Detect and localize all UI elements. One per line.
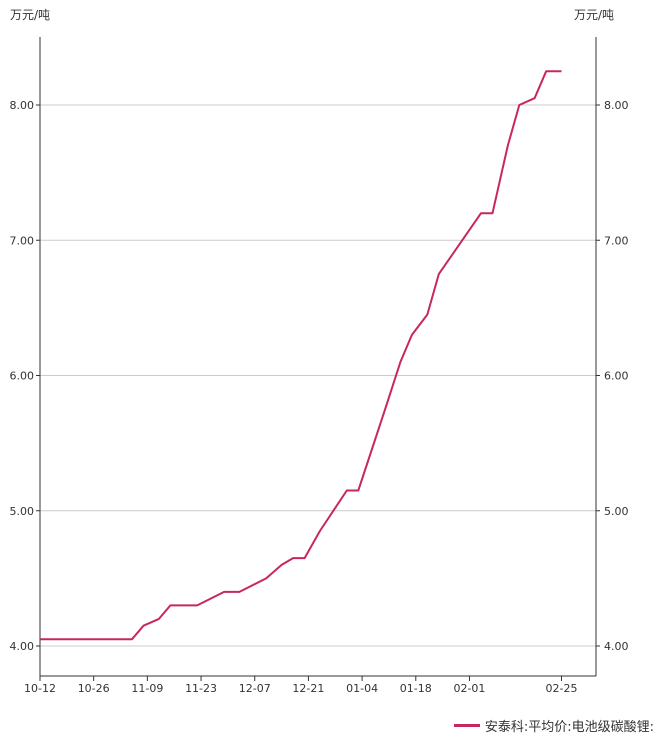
- legend-label: 安泰科:平均价:电池级碳酸锂:: [484, 720, 654, 735]
- x-tick-label: 01-18: [400, 682, 432, 695]
- x-tick-label: 11-09: [131, 682, 163, 695]
- gridlines: [40, 104, 596, 647]
- y-tick-label-right: 5.00: [604, 505, 629, 518]
- y-tick-label-right: 8.00: [604, 99, 629, 112]
- y-tick-label-left: 5.00: [10, 505, 35, 518]
- y-tick-label-left: 8.00: [10, 99, 35, 112]
- y-tick-label-right: 4.00: [604, 640, 629, 653]
- series-line: [40, 70, 562, 641]
- x-tick-label: 10-26: [78, 682, 110, 695]
- x-tick-label: 02-25: [546, 682, 578, 695]
- right-y-unit: 万元/吨: [574, 8, 614, 22]
- x-tick-label: 01-04: [346, 682, 378, 695]
- x-tick-label: 10-12: [24, 682, 56, 695]
- x-tick-label: 02-01: [453, 682, 485, 695]
- y-tick-label-right: 7.00: [604, 234, 629, 247]
- y-tick-label-left: 4.00: [10, 640, 35, 653]
- series-layer: [40, 70, 562, 641]
- y-tick-label-left: 7.00: [10, 234, 35, 247]
- legend-swatch: [453, 724, 480, 727]
- y-tick-label-right: 6.00: [604, 370, 629, 383]
- y-tick-label-left: 6.00: [10, 370, 35, 383]
- x-tick-label: 12-21: [292, 682, 324, 695]
- axis-ticks: 4.00 4.00 5.00 5.00 6.00 6.00 7.00 7.00 8.00 8.00…: [10, 99, 629, 695]
- legend: 安泰科:平均价:电池级碳酸锂:: [453, 716, 654, 735]
- x-tick-label: 11-23: [185, 682, 217, 695]
- x-tick-label: 12-07: [239, 682, 271, 695]
- left-y-unit: 万元/吨: [10, 8, 50, 22]
